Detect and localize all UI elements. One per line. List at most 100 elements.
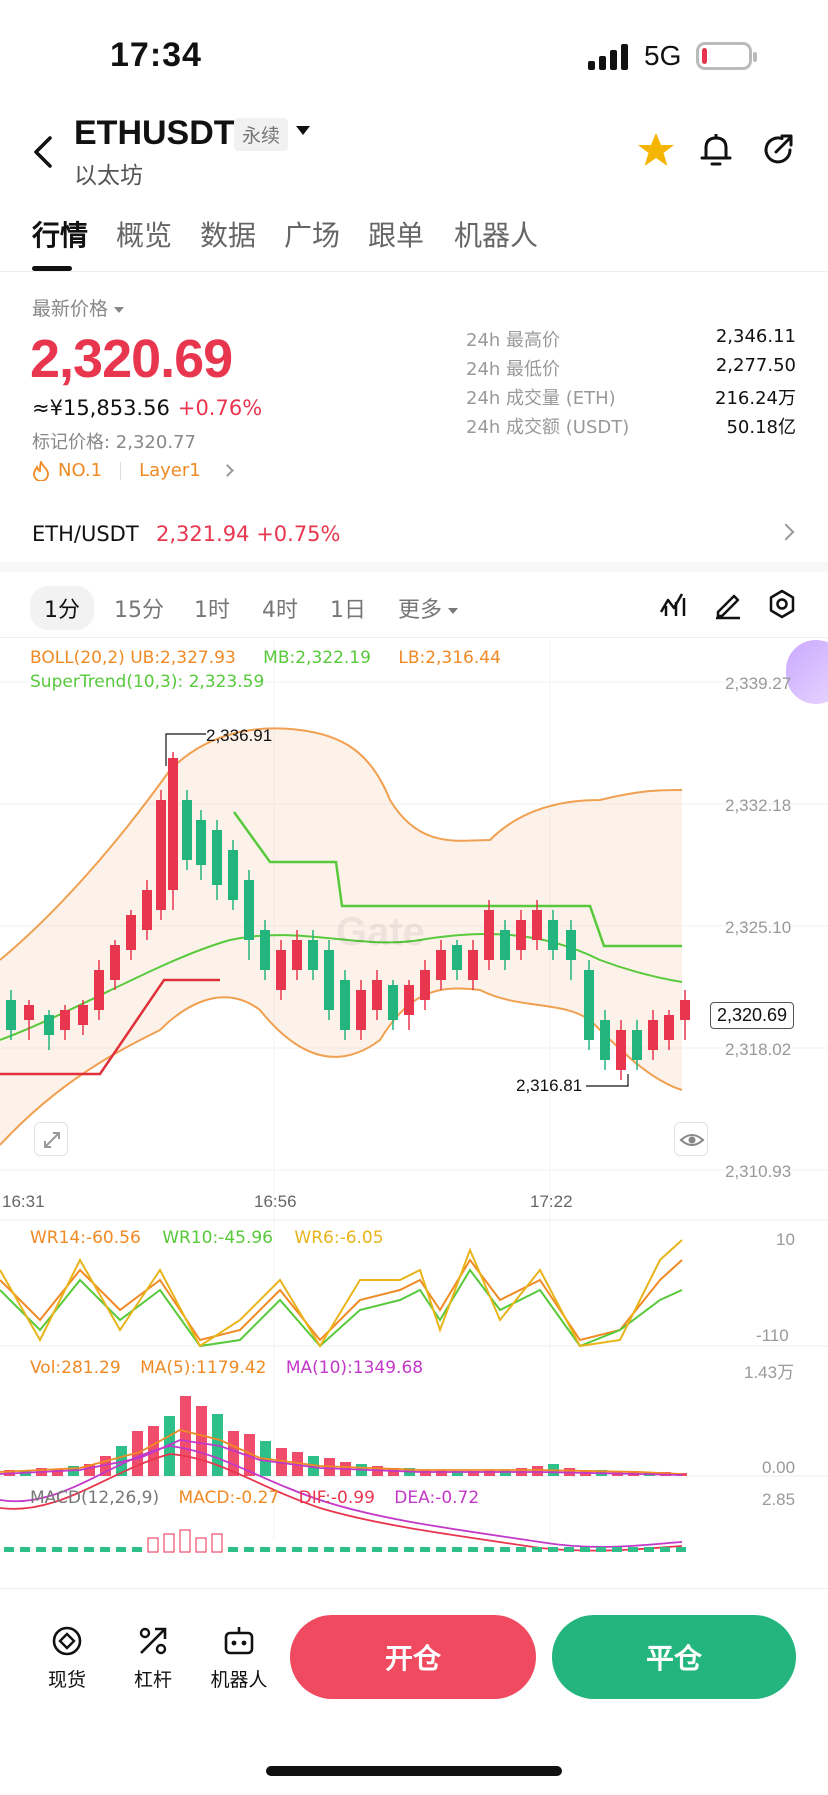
latest-price-label[interactable]: 最新价格 — [32, 294, 125, 321]
open-position-button[interactable]: 开仓 — [290, 1615, 536, 1699]
interval-1d[interactable]: 1日 — [330, 598, 366, 623]
share-icon[interactable] — [758, 130, 798, 170]
candle-body — [532, 910, 542, 940]
macd-bar — [388, 1547, 398, 1552]
ticker-price-change: 2,321.94 +0.75% — [156, 522, 341, 546]
stat-low: 24h 最低价 2,277.50 — [466, 355, 796, 380]
pair-title[interactable]: ETHUSDT — [74, 114, 235, 152]
tab-data[interactable]: 数据 — [200, 219, 257, 252]
assistant-bubble[interactable] — [786, 640, 828, 704]
tab-market[interactable]: 行情 — [32, 219, 89, 252]
chart-area[interactable]: Gate BOLL(20,2) UB:2,327.93 MB:2,322.19 … — [0, 640, 828, 1580]
macd-bar — [404, 1547, 414, 1552]
macd-bar — [36, 1547, 46, 1552]
bot-button[interactable]: 机器人 — [204, 1623, 274, 1692]
macd-bar — [660, 1547, 670, 1552]
bottom-action-bar: 现货 杠杆 机器人 开仓 平仓 — [0, 1588, 828, 1718]
supertrend-legend: SuperTrend(10,3): 2,323.59 — [30, 672, 265, 692]
tab-square[interactable]: 广场 — [284, 219, 341, 252]
chevron-down-icon[interactable] — [296, 126, 310, 135]
volume-bar — [180, 1396, 191, 1476]
interval-1m[interactable]: 1分 — [30, 586, 94, 630]
signal-icon — [588, 44, 628, 70]
tab-copy-trading[interactable]: 跟单 — [368, 219, 425, 252]
draw-icon[interactable] — [712, 588, 744, 620]
status-bar: 17:34 5G — [0, 0, 828, 110]
y-tick: 2,339.27 — [725, 674, 792, 693]
macd-bar — [548, 1547, 558, 1552]
macd-bar — [195, 1537, 207, 1553]
candle-body — [44, 1015, 54, 1035]
macd-bar — [276, 1547, 286, 1552]
vol-top: 1.43万 — [744, 1363, 795, 1382]
ticker-pair: ETH/USDT — [32, 522, 139, 546]
indicator-icon[interactable] — [658, 588, 690, 620]
candle-body — [94, 970, 104, 1010]
robot-icon — [224, 1627, 254, 1655]
close-position-button[interactable]: 平仓 — [552, 1615, 796, 1699]
back-icon[interactable] — [26, 132, 60, 172]
interval-4h[interactable]: 4时 — [262, 598, 298, 623]
candle-body — [142, 890, 152, 930]
expand-icon[interactable] — [34, 1122, 68, 1156]
candle-body — [648, 1020, 658, 1050]
tab-overview[interactable]: 概览 — [116, 219, 173, 252]
chevron-right-icon — [777, 523, 795, 541]
macd-bar — [4, 1547, 14, 1552]
wr-top: 10 — [776, 1230, 795, 1249]
macd-bar — [308, 1547, 318, 1552]
candle-body — [500, 930, 510, 960]
macd-bar — [628, 1547, 638, 1552]
candle-body — [60, 1010, 70, 1030]
star-icon[interactable] — [636, 130, 676, 170]
eye-icon[interactable] — [674, 1122, 708, 1156]
candle-body — [516, 920, 526, 950]
macd-bar — [516, 1547, 526, 1552]
candle-body — [340, 980, 350, 1030]
contract-tag: 永续 — [234, 118, 289, 151]
last-price: 2,320.69 — [30, 329, 233, 389]
tab-bot[interactable]: 机器人 — [454, 219, 539, 252]
boll-legend: BOLL(20,2) UB:2,327.93 MB:2,322.19 LB:2,… — [30, 648, 501, 668]
candle-body — [156, 800, 166, 910]
volume-bar — [532, 1466, 543, 1476]
spot-ticker-row[interactable]: ETH/USDT 2,321.94 +0.75% — [0, 516, 828, 560]
macd-bar — [163, 1533, 175, 1553]
candle-body — [548, 920, 558, 950]
flame-icon — [33, 460, 49, 481]
volume-bar — [420, 1470, 431, 1476]
bell-icon[interactable] — [696, 130, 736, 170]
settings-icon[interactable] — [766, 588, 798, 620]
volume-bar — [436, 1470, 447, 1476]
macd-bar — [420, 1547, 430, 1552]
interval-15m[interactable]: 15分 — [114, 598, 164, 623]
interval-1h[interactable]: 1时 — [194, 598, 230, 623]
candle-body — [664, 1015, 674, 1040]
candle-body — [6, 1000, 16, 1030]
spot-button[interactable]: 现货 — [32, 1623, 102, 1692]
rank-row[interactable]: NO.1 Layer1 — [32, 460, 234, 481]
vol-legend: Vol:281.29 MA(5):1179.42 MA(10):1349.68 — [30, 1358, 424, 1378]
leverage-button[interactable]: 杠杆 — [118, 1623, 188, 1692]
candle-body — [24, 1005, 34, 1020]
macd-top: 2.85 — [762, 1490, 796, 1509]
volume-bar — [500, 1470, 511, 1476]
macd-bar — [564, 1547, 574, 1552]
cny-price-line: ≈¥15,853.56 +0.76% — [32, 396, 262, 420]
wr10-line — [0, 1268, 683, 1348]
candle-body — [452, 945, 462, 970]
candle-body — [228, 850, 238, 900]
kline-chart[interactable] — [0, 640, 828, 1580]
stats-24h: 24h 最高价 2,346.11 24h 最低价 2,277.50 24h 成交量 … — [466, 326, 796, 442]
macd-bar — [356, 1547, 366, 1552]
macd-bar — [324, 1547, 334, 1552]
mark-price: 标记价格: 2,320.77 — [32, 432, 196, 453]
candle-body — [484, 910, 494, 960]
candle-body — [110, 945, 120, 980]
candle-body — [468, 950, 478, 980]
battery-icon — [696, 42, 757, 70]
interval-more[interactable]: 更多 — [384, 586, 472, 630]
stat-volume: 24h 成交量 (ETH) 216.24万 — [466, 388, 796, 409]
cny-price: ≈¥15,853.56 — [32, 396, 170, 420]
header: ETHUSDT 永续 以太坊 — [0, 110, 828, 190]
